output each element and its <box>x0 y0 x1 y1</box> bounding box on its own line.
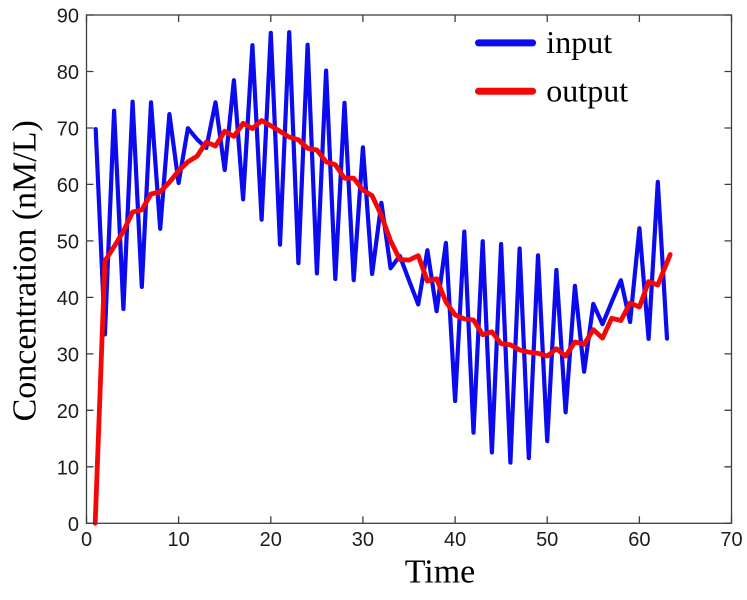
svg-text:20: 20 <box>260 529 282 551</box>
svg-text:10: 10 <box>167 529 189 551</box>
svg-text:50: 50 <box>536 529 558 551</box>
svg-text:input: input <box>546 24 612 60</box>
svg-text:50: 50 <box>57 232 79 254</box>
svg-text:70: 70 <box>57 119 79 141</box>
svg-text:70: 70 <box>720 529 742 551</box>
svg-text:80: 80 <box>57 62 79 84</box>
svg-text:output: output <box>546 72 628 108</box>
svg-text:0: 0 <box>81 529 92 551</box>
svg-text:Time: Time <box>405 554 476 591</box>
svg-text:90: 90 <box>57 6 79 28</box>
svg-text:40: 40 <box>444 529 466 551</box>
svg-text:30: 30 <box>57 345 79 367</box>
svg-text:60: 60 <box>628 529 650 551</box>
svg-text:40: 40 <box>57 288 79 310</box>
svg-text:Concentration (nM/L): Concentration (nM/L) <box>7 120 44 421</box>
svg-text:20: 20 <box>57 401 79 423</box>
svg-text:10: 10 <box>57 458 79 480</box>
svg-text:60: 60 <box>57 175 79 197</box>
svg-text:30: 30 <box>352 529 374 551</box>
svg-text:0: 0 <box>68 514 79 536</box>
